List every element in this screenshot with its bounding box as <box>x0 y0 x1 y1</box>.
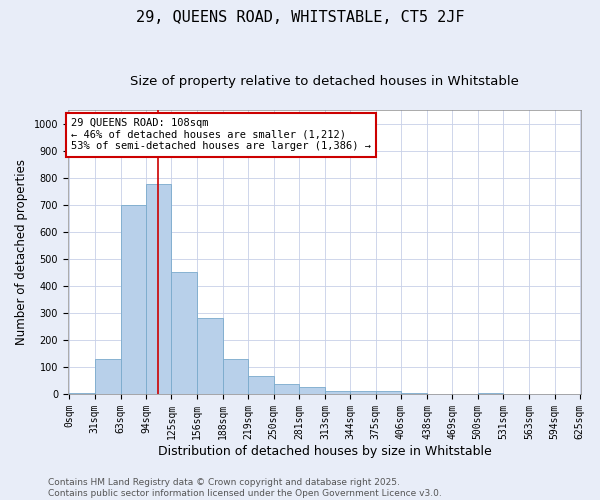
Text: Contains HM Land Registry data © Crown copyright and database right 2025.
Contai: Contains HM Land Registry data © Crown c… <box>48 478 442 498</box>
Bar <box>401 392 427 394</box>
Bar <box>248 376 274 394</box>
Bar <box>299 387 325 394</box>
Bar <box>350 390 376 394</box>
Bar <box>121 204 146 394</box>
Y-axis label: Number of detached properties: Number of detached properties <box>15 159 28 345</box>
Bar <box>146 184 172 394</box>
X-axis label: Distribution of detached houses by size in Whitstable: Distribution of detached houses by size … <box>158 444 491 458</box>
Text: 29, QUEENS ROAD, WHITSTABLE, CT5 2JF: 29, QUEENS ROAD, WHITSTABLE, CT5 2JF <box>136 10 464 25</box>
Bar <box>95 359 121 394</box>
Text: 29 QUEENS ROAD: 108sqm
← 46% of detached houses are smaller (1,212)
53% of semi-: 29 QUEENS ROAD: 108sqm ← 46% of detached… <box>71 118 371 152</box>
Bar <box>376 392 401 394</box>
Bar <box>197 318 223 394</box>
Bar <box>325 390 350 394</box>
Title: Size of property relative to detached houses in Whitstable: Size of property relative to detached ho… <box>130 75 519 88</box>
Bar <box>223 359 248 394</box>
Bar <box>478 392 503 394</box>
Bar <box>274 384 299 394</box>
Bar <box>172 272 197 394</box>
Bar <box>70 392 95 394</box>
